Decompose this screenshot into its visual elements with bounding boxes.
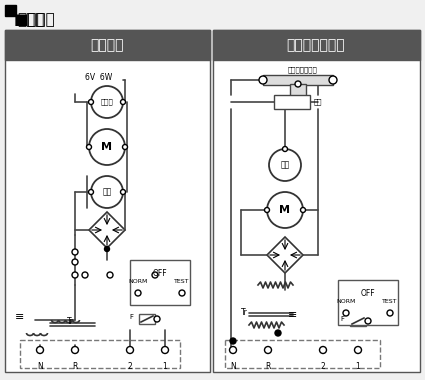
- Text: Tr: Tr: [241, 308, 248, 317]
- Bar: [263, 75, 333, 85]
- Circle shape: [82, 272, 88, 278]
- Circle shape: [354, 347, 362, 353]
- Circle shape: [365, 318, 371, 324]
- Polygon shape: [267, 237, 303, 273]
- Text: ■結線図: ■結線図: [14, 12, 56, 27]
- Circle shape: [343, 310, 349, 316]
- Circle shape: [127, 347, 133, 353]
- Bar: [213, 30, 420, 372]
- Bar: [5, 30, 210, 60]
- Circle shape: [89, 129, 125, 165]
- Text: 2: 2: [320, 362, 326, 371]
- Circle shape: [71, 347, 79, 353]
- Text: キセノン閃光式: キセノン閃光式: [287, 38, 345, 52]
- Text: Tr: Tr: [67, 317, 74, 326]
- Circle shape: [230, 347, 236, 353]
- Text: 基板: 基板: [314, 99, 323, 105]
- Circle shape: [91, 176, 123, 208]
- Bar: [290, 84, 306, 96]
- Circle shape: [105, 247, 110, 252]
- Circle shape: [230, 338, 236, 344]
- Text: OFF: OFF: [153, 269, 167, 278]
- Text: TEST: TEST: [174, 279, 190, 284]
- Text: 1: 1: [163, 362, 167, 371]
- Circle shape: [259, 76, 267, 84]
- Text: ≡: ≡: [15, 312, 25, 322]
- Circle shape: [152, 272, 158, 278]
- Circle shape: [87, 144, 91, 149]
- Circle shape: [154, 316, 160, 322]
- Circle shape: [107, 272, 113, 278]
- Circle shape: [122, 144, 128, 149]
- Circle shape: [37, 347, 43, 353]
- Bar: [274, 95, 310, 109]
- Text: M: M: [102, 142, 113, 152]
- Text: ≡: ≡: [288, 310, 298, 320]
- Text: N: N: [230, 362, 236, 371]
- Text: NORM: NORM: [336, 299, 356, 304]
- Text: OFF: OFF: [361, 289, 375, 298]
- Text: R: R: [265, 362, 271, 371]
- Text: キセノンランプ: キセノンランプ: [288, 66, 318, 73]
- Circle shape: [162, 347, 168, 353]
- Circle shape: [283, 147, 287, 152]
- Circle shape: [295, 81, 301, 87]
- Circle shape: [329, 76, 337, 84]
- Text: F: F: [340, 316, 344, 322]
- Circle shape: [91, 86, 123, 118]
- Circle shape: [121, 100, 125, 104]
- Bar: [130, 260, 190, 305]
- Circle shape: [300, 207, 306, 212]
- Text: ベル: ベル: [280, 160, 289, 169]
- Text: TEST: TEST: [382, 299, 398, 304]
- Text: N: N: [37, 362, 43, 371]
- Text: F: F: [129, 314, 133, 320]
- Circle shape: [88, 190, 94, 195]
- Text: ベル: ベル: [102, 187, 112, 196]
- Polygon shape: [89, 212, 125, 248]
- Circle shape: [72, 259, 78, 265]
- Bar: [5, 30, 210, 372]
- Circle shape: [269, 149, 301, 181]
- Circle shape: [135, 290, 141, 296]
- Circle shape: [88, 100, 94, 104]
- Bar: [20, 340, 180, 368]
- Text: NORM: NORM: [128, 279, 147, 284]
- Circle shape: [121, 190, 125, 195]
- Circle shape: [72, 272, 78, 278]
- Circle shape: [72, 249, 78, 255]
- Circle shape: [387, 310, 393, 316]
- Bar: [350, 316, 366, 326]
- Circle shape: [275, 330, 281, 336]
- Text: 1: 1: [356, 362, 360, 371]
- Bar: [5, 5, 16, 16]
- Bar: [213, 30, 420, 60]
- Text: 2: 2: [128, 362, 132, 371]
- Bar: [225, 340, 380, 368]
- Bar: [338, 280, 398, 325]
- Bar: [139, 314, 155, 324]
- Text: ランプ: ランプ: [101, 99, 113, 105]
- Circle shape: [320, 347, 326, 353]
- Text: 結線図: 結線図: [17, 12, 44, 27]
- Text: M: M: [280, 205, 291, 215]
- Text: 6V  6W: 6V 6W: [85, 73, 113, 82]
- Text: R: R: [72, 362, 78, 371]
- Text: 回転灯式: 回転灯式: [90, 38, 124, 52]
- Circle shape: [264, 347, 272, 353]
- Circle shape: [264, 207, 269, 212]
- Circle shape: [267, 192, 303, 228]
- Circle shape: [179, 290, 185, 296]
